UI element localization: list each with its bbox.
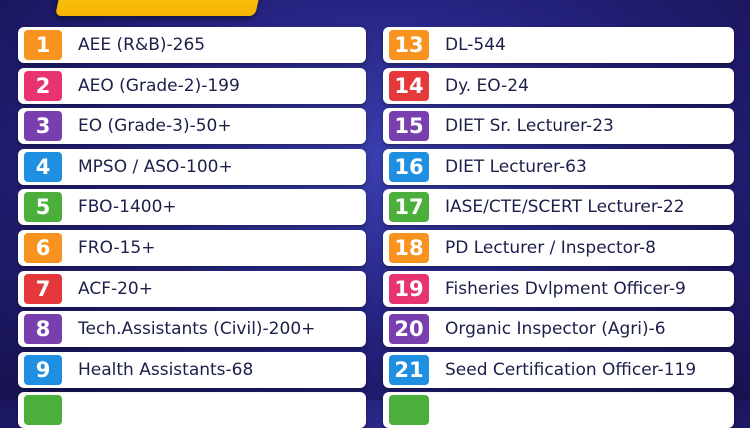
post-label: PD Lecturer / Inspector-8: [445, 238, 656, 258]
list-item: 5 FBO-1400+: [18, 189, 366, 226]
partial-row: [18, 392, 366, 428]
number-badge: 4: [24, 151, 62, 182]
number-badge: 15: [389, 111, 429, 142]
post-label: Organic Inspector (Agri)-6: [445, 319, 666, 340]
number-badge: 21: [389, 354, 429, 385]
number-badge: 9: [24, 354, 62, 385]
post-label: Health Assistants-68: [78, 359, 254, 380]
list-item: 17 IASE/CTE/SCERT Lecturer-22: [383, 189, 734, 226]
list-item: 13 DL-544: [383, 27, 734, 63]
list-item: 4 MPSO / ASO-100+: [18, 148, 366, 185]
number-badge: 1: [24, 30, 62, 60]
post-label: AEE (R&B)-265: [78, 35, 206, 55]
number-badge: 8: [24, 314, 62, 345]
number-badge: 13: [389, 30, 429, 60]
list-item: 21 Seed Certification Officer-119: [383, 351, 734, 388]
partial-row: [383, 392, 734, 428]
number-badge: 14: [389, 70, 429, 101]
post-label: AEO (Grade-2)-199: [78, 75, 240, 96]
post-label: Fisheries Dvlpment Officer-9: [445, 278, 686, 299]
post-label: ACF-20+: [78, 278, 153, 299]
post-label: Dy. EO-24: [445, 75, 529, 96]
list-item: 3 EO (Grade-3)-50+: [18, 108, 366, 145]
post-label: FBO-1400+: [78, 197, 177, 218]
post-label: EO (Grade-3)-50+: [78, 116, 232, 137]
post-label: IASE/CTE/SCERT Lecturer-22: [445, 197, 685, 218]
post-label: MPSO / ASO-100+: [78, 156, 233, 177]
list-item: 9 Health Assistants-68: [18, 351, 366, 388]
list-item: 19 Fisheries Dvlpment Officer-9: [383, 270, 734, 307]
number-badge: 20: [389, 314, 429, 345]
list-item: 20 Organic Inspector (Agri)-6: [383, 311, 734, 348]
number-badge: 2: [24, 70, 62, 101]
post-label: Tech.Assistants (Civil)-200+: [78, 319, 316, 340]
number-badge: 6: [24, 233, 62, 263]
post-label: FRO-15+: [78, 238, 156, 258]
list-item: 14 Dy. EO-24: [383, 67, 734, 104]
list-item: 7 ACF-20+: [18, 270, 366, 307]
number-badge: 3: [24, 111, 62, 142]
number-badge: 17: [389, 192, 429, 223]
list-item: 16 DIET Lecturer-63: [383, 148, 734, 185]
post-label: DIET Sr. Lecturer-23: [445, 116, 614, 137]
list-item: 1 AEE (R&B)-265: [18, 27, 366, 63]
list-item: 18 PD Lecturer / Inspector-8: [383, 230, 734, 266]
post-label: Seed Certification Officer-119: [445, 359, 697, 380]
number-badge: 16: [389, 151, 429, 182]
list-item: 15 DIET Sr. Lecturer-23: [383, 108, 734, 145]
list-item: 8 Tech.Assistants (Civil)-200+: [18, 311, 366, 348]
banner: [55, 0, 265, 16]
number-badge: 18: [389, 233, 429, 263]
number-badge: 19: [389, 273, 429, 304]
number-badge: 7: [24, 273, 62, 304]
number-badge: 5: [24, 192, 62, 223]
list-item: 2 AEO (Grade-2)-199: [18, 67, 366, 104]
list-item: 6 FRO-15+: [18, 230, 366, 266]
post-label: DIET Lecturer-63: [445, 156, 587, 177]
post-label: DL-544: [445, 35, 506, 55]
